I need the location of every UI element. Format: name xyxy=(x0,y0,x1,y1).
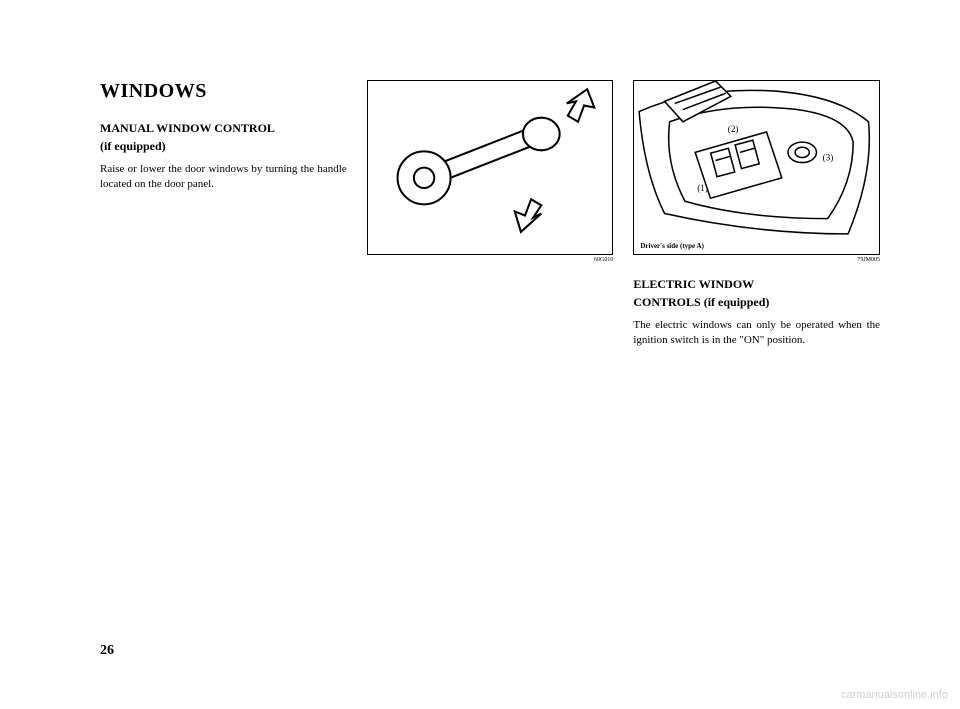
subsection-title-line2: CONTROLS (if equipped) xyxy=(633,295,880,311)
body-paragraph: The electric windows can only be operate… xyxy=(633,318,880,348)
switch-label-2: (2) xyxy=(728,124,739,134)
subsection-qualifier: (if equipped) xyxy=(100,139,347,155)
column-layout: WINDOWS MANUAL WINDOW CONTROL (if equipp… xyxy=(100,80,880,348)
manual-page: WINDOWS MANUAL WINDOW CONTROL (if equipp… xyxy=(0,0,960,709)
column-middle: 60G010 xyxy=(367,80,614,348)
crank-handle-illustration xyxy=(368,81,613,254)
page-number: 26 xyxy=(100,643,114,659)
body-paragraph: Raise or lower the door windows by turni… xyxy=(100,162,347,192)
figure-manual-crank xyxy=(367,80,614,255)
section-title: WINDOWS xyxy=(100,80,347,103)
figure-caption: Driver's side (type A) xyxy=(640,242,704,250)
switch-label-3: (3) xyxy=(823,153,834,163)
watermark: carmanualsonline.info xyxy=(841,689,948,701)
subsection-title: MANUAL WINDOW CONTROL xyxy=(100,121,347,137)
figure-code: 60G010 xyxy=(367,257,614,263)
figure-electric-controls: (2) (1) (3) Driver's side (type A) xyxy=(633,80,880,255)
column-right: (2) (1) (3) Driver's side (type A) 79JM0… xyxy=(633,80,880,348)
column-left: WINDOWS MANUAL WINDOW CONTROL (if equipp… xyxy=(100,80,347,348)
subsection-title-line1: ELECTRIC WINDOW xyxy=(633,277,880,293)
figure-code: 79JM005 xyxy=(633,257,880,263)
electric-section: ELECTRIC WINDOW CONTROLS (if equipped) T… xyxy=(633,277,880,348)
switch-label-1: (1) xyxy=(698,183,709,193)
door-switch-illustration: (2) (1) (3) xyxy=(634,81,879,254)
